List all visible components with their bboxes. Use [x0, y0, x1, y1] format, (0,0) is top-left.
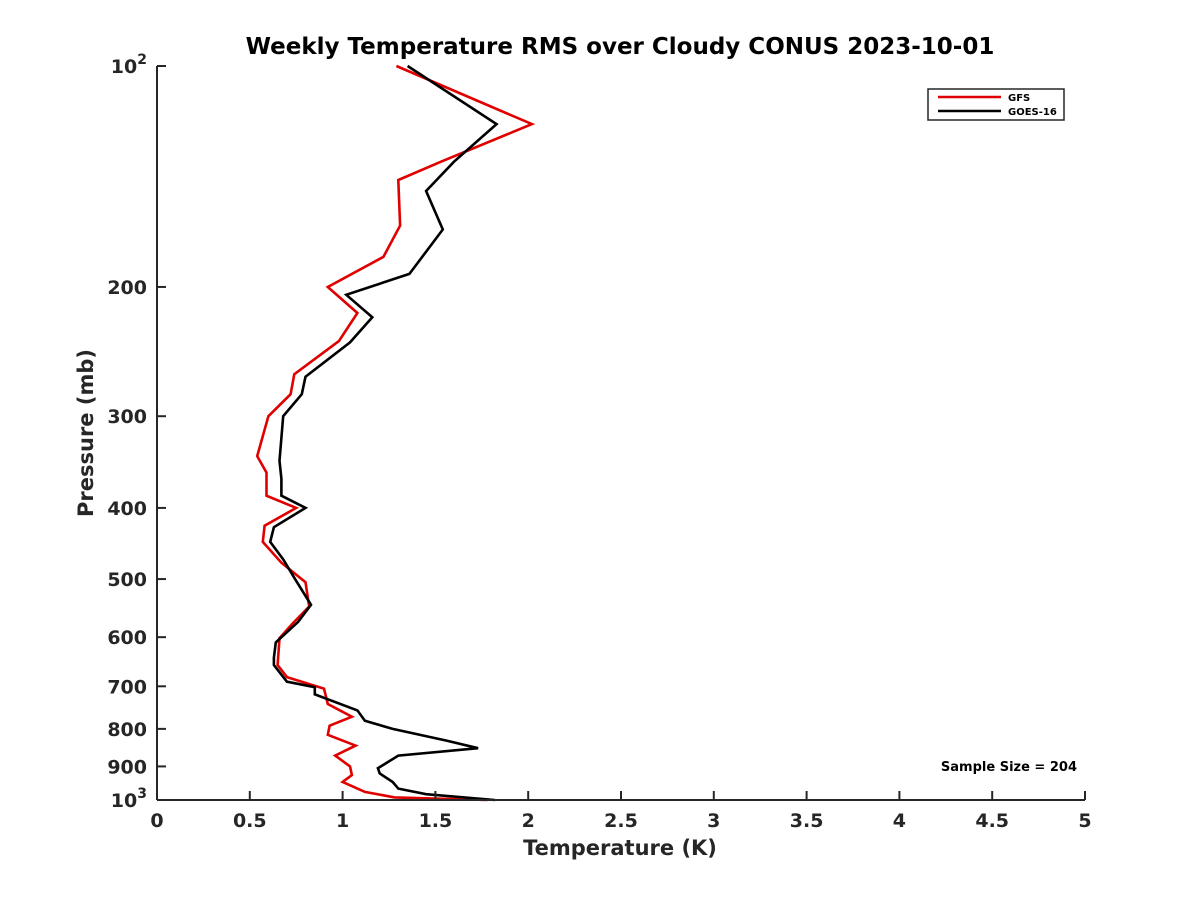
chart-title: Weekly Temperature RMS over Cloudy CONUS…: [246, 34, 995, 60]
x-tick-label: 2.5: [604, 810, 638, 832]
y-tick-label: 900: [107, 756, 147, 778]
x-tick-label: 1.5: [419, 810, 453, 832]
y-tick-label: 600: [107, 627, 147, 649]
x-tick-label: 4.5: [975, 810, 1009, 832]
x-tick-label: 5: [1078, 810, 1091, 832]
x-tick-label: 3.5: [790, 810, 824, 832]
x-tick-label: 2: [522, 810, 535, 832]
ticks-layer: 0 0.5 1 1.5 2 2.5 3 3.5 4 4.5 5 102 200 300 400 500 600 7…: [107, 52, 1091, 832]
y-tick-label: 102: [111, 52, 147, 78]
series-line-2: [268, 64, 499, 802]
x-axis-label: Temperature (K): [523, 836, 717, 860]
x-tick-label: 3: [707, 810, 720, 832]
y-tick-label: 800: [107, 719, 147, 741]
series-line-1: [255, 64, 536, 802]
legend-label: GFS: [1008, 93, 1030, 104]
y-axis-label: Pressure (mb): [74, 349, 98, 517]
y-tick-label: 700: [107, 676, 147, 698]
y-tick-label: 400: [107, 498, 147, 520]
y-tick-label: 300: [107, 406, 147, 428]
series-layer: [255, 64, 536, 802]
legend-label: GOES-16: [1008, 107, 1057, 118]
sample-size-annotation: Sample Size = 204: [941, 760, 1077, 775]
y-tick-label: 103: [111, 786, 147, 812]
x-tick-label: 4: [893, 810, 906, 832]
x-tick-label: 0.5: [233, 810, 267, 832]
y-tick-label: 200: [107, 277, 147, 299]
x-tick-label: 0: [150, 810, 163, 832]
legend: GFS GOES-16: [927, 88, 1065, 121]
x-tick-label: 1: [336, 810, 349, 832]
y-tick-label: 500: [107, 569, 147, 591]
legend-box: [927, 88, 1065, 121]
